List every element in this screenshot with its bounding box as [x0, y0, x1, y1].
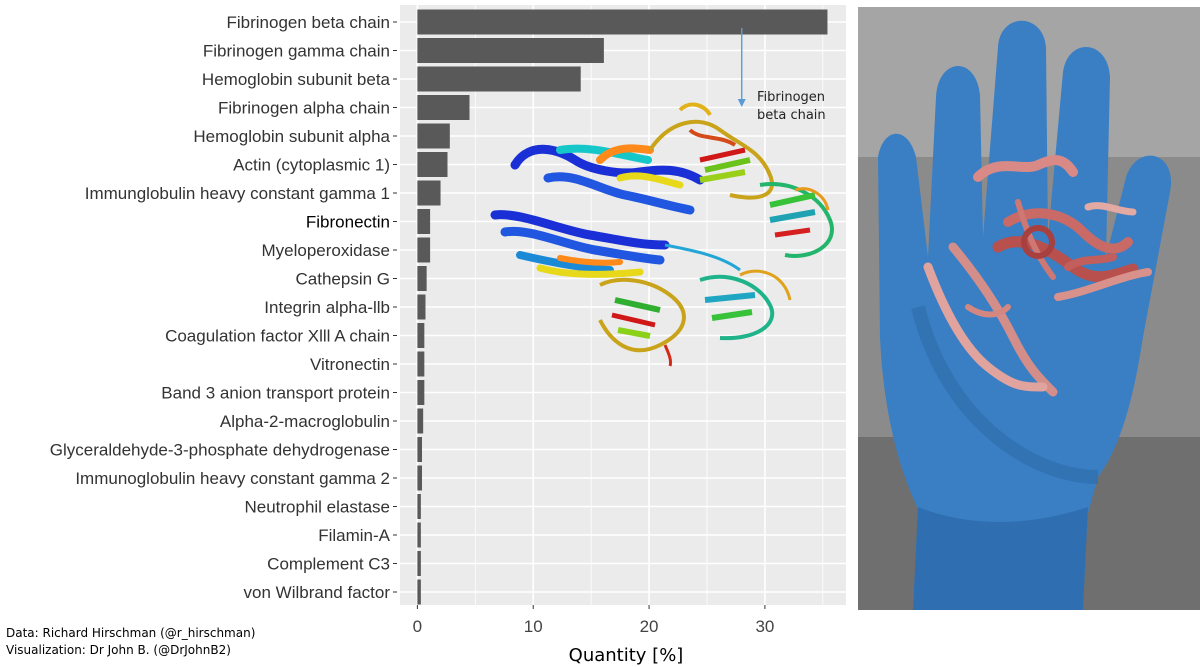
category-label: Myeloperoxidase	[261, 241, 390, 260]
x-tick-label: 20	[640, 617, 659, 636]
bar	[417, 579, 421, 605]
credits-visualization-line: Visualization: Dr John B. (@DrJohnB2)	[6, 643, 231, 657]
glove-shading	[911, 305, 1099, 484]
bar	[417, 95, 470, 120]
category-label: Fibrinogen gamma chain	[203, 42, 390, 61]
category-label: Fibrinogen alpha chain	[218, 99, 390, 118]
bar	[417, 437, 423, 462]
x-tick-label: 30	[755, 617, 774, 636]
annotation-arrowhead	[737, 99, 746, 107]
glove-photo-illustration	[858, 7, 1200, 610]
annotation-text-line-2: beta chain	[757, 108, 826, 123]
category-label: Actin (cytoplasmic 1)	[233, 156, 390, 175]
category-labels: Fibrinogen beta chain Fibrinogen gamma ch…	[50, 13, 397, 602]
category-label: Neutrophil elastase	[244, 498, 390, 517]
bar-chart: Fibrinogen beta chain Fibrinogen gamma ch…	[50, 5, 846, 666]
category-label: Integrin alpha-llb	[264, 298, 390, 317]
bar	[417, 551, 421, 576]
category-label: Hemoglobin subunit alpha	[193, 127, 390, 146]
bar	[417, 380, 425, 405]
bar	[417, 9, 828, 35]
category-label: Fibronectin	[306, 213, 390, 232]
bar	[417, 66, 581, 92]
minor-gridlines	[474, 5, 824, 605]
category-label: Vitronectin	[310, 355, 390, 374]
bar	[417, 209, 431, 234]
category-label: Fibrinogen beta chain	[226, 13, 390, 32]
bar	[417, 323, 425, 348]
bar	[417, 180, 441, 206]
category-label: Filamin-A	[318, 526, 390, 545]
category-label: Hemoglobin subunit beta	[202, 70, 391, 89]
x-tick-label: 10	[524, 617, 543, 636]
category-label: Glyceraldehyde-3-phosphate dehydrogenase	[50, 441, 390, 460]
bar	[417, 408, 424, 434]
category-label: Immunoglobulin heavy constant gamma 2	[75, 469, 390, 488]
x-tick-label: 0	[413, 617, 422, 636]
x-tick-labels: 0 10 20 30	[413, 605, 774, 636]
bar	[417, 123, 450, 149]
category-label: Complement C3	[267, 555, 390, 574]
protein-structure-illustration	[490, 102, 834, 367]
annotation: Fibrinogen beta chain	[737, 28, 826, 123]
category-label: Alpha-2-macroglobulin	[220, 412, 390, 431]
bar	[417, 351, 425, 377]
credits: Data: Richard Hirschman (@r_hirschman) V…	[6, 625, 255, 659]
bars-group	[417, 9, 828, 605]
credits-data-line: Data: Richard Hirschman (@r_hirschman)	[6, 626, 256, 640]
bar	[417, 494, 421, 519]
bar	[417, 152, 448, 177]
x-axis-title: Quantity [%]	[569, 645, 684, 666]
category-label: von Wilbrand factor	[244, 583, 391, 602]
bar	[417, 38, 604, 63]
glove-hand	[878, 20, 1172, 610]
blood-clot-strands	[923, 155, 1152, 397]
category-label: Cathepsin G	[296, 270, 391, 289]
category-label: Band 3 anion transport protein	[161, 384, 390, 403]
photo-blood-clots-on-glove	[858, 7, 1200, 610]
category-label: Coagulation factor Xlll A chain	[165, 327, 390, 346]
glove-cuff	[913, 507, 1088, 610]
category-label: Immunglobulin heavy constant gamma 1	[85, 184, 390, 203]
bar	[417, 522, 421, 548]
annotation-text-line-1: Fibrinogen	[757, 90, 825, 105]
bar	[417, 465, 423, 491]
bar	[417, 237, 431, 263]
bar	[417, 294, 426, 320]
bar	[417, 266, 427, 291]
